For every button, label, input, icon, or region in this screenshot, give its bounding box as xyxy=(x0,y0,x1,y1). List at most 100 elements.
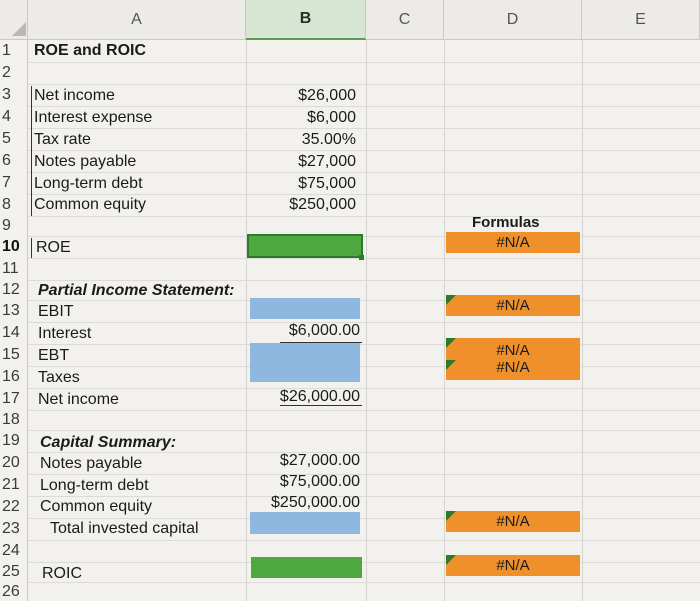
cell-a15[interactable]: EBT xyxy=(38,347,70,364)
cell-a7[interactable]: Long-term debt xyxy=(34,175,143,192)
cell-a12[interactable]: Partial Income Statement: xyxy=(38,282,235,299)
row-header-22[interactable]: 22 xyxy=(0,496,28,518)
grid-line xyxy=(28,562,700,563)
row-header-11[interactable]: 11 xyxy=(0,258,28,280)
formula-ebit-cell[interactable]: #N/A xyxy=(446,295,580,316)
error-indicator-icon[interactable] xyxy=(446,338,456,348)
cell-a14[interactable]: Interest xyxy=(38,325,92,342)
column-header-b[interactable]: B xyxy=(246,0,366,40)
row-header-25[interactable]: 25 xyxy=(0,562,28,582)
fill-handle[interactable] xyxy=(359,255,364,260)
column-header-label: C xyxy=(398,10,411,28)
formula-total-invested-value: #N/A xyxy=(496,513,530,530)
error-indicator-icon[interactable] xyxy=(446,295,456,305)
cell-b20[interactable]: $27,000.00 xyxy=(279,452,360,469)
formulas-header[interactable]: Formulas xyxy=(472,214,540,231)
grid-line xyxy=(28,128,700,129)
row-number: 1 xyxy=(2,42,11,59)
cell-b14[interactable]: $6,000.00 xyxy=(288,322,360,339)
cell-a5[interactable]: Tax rate xyxy=(34,131,91,148)
formula-roic-value: #N/A xyxy=(496,557,530,574)
cell-a23[interactable]: Total invested capital xyxy=(50,520,199,537)
formula-roe-cell[interactable]: #N/A xyxy=(446,232,580,253)
cell-a6[interactable]: Notes payable xyxy=(34,153,137,170)
row-header-6[interactable]: 6 xyxy=(0,150,28,172)
column-header-d[interactable]: D xyxy=(444,0,582,40)
cell-a22[interactable]: Common equity xyxy=(40,498,153,515)
total-invested-input-cell[interactable] xyxy=(250,512,360,534)
row-header-4[interactable]: 4 xyxy=(0,106,28,128)
roic-input-cell[interactable] xyxy=(251,557,362,578)
row-header-10[interactable]: 10 xyxy=(0,236,28,258)
cell-b21[interactable]: $75,000.00 xyxy=(279,473,360,490)
cell-b7[interactable]: $75,000 xyxy=(298,175,356,192)
cell-a25[interactable]: ROIC xyxy=(42,565,82,582)
cell-b5[interactable]: 35.00% xyxy=(301,131,356,148)
formula-roic-cell[interactable]: #N/A xyxy=(446,555,580,576)
cell-b3[interactable]: $26,000 xyxy=(298,87,356,104)
row-number: 21 xyxy=(2,476,20,493)
sum-underline xyxy=(280,405,362,406)
row-header-2[interactable]: 2 xyxy=(0,62,28,84)
column-header-a[interactable]: A xyxy=(28,0,246,40)
cell-a16[interactable]: Taxes xyxy=(38,369,80,386)
column-header-e[interactable]: E xyxy=(582,0,700,40)
row-header-19[interactable]: 19 xyxy=(0,430,28,452)
row-header-12[interactable]: 12 xyxy=(0,280,28,300)
row-header-1[interactable]: 1 xyxy=(0,40,28,62)
row-header-8[interactable]: 8 xyxy=(0,194,28,216)
error-indicator-icon[interactable] xyxy=(446,360,456,370)
ebt-taxes-input-cells[interactable] xyxy=(250,343,360,382)
formula-ebt-taxes-cell[interactable]: #N/A #N/A xyxy=(446,338,580,380)
row-number: 9 xyxy=(2,217,11,234)
row-header-3[interactable]: 3 xyxy=(0,84,28,106)
row-header-21[interactable]: 21 xyxy=(0,474,28,496)
cell-a21[interactable]: Long-term debt xyxy=(40,477,149,494)
row-header-14[interactable]: 14 xyxy=(0,322,28,344)
cell-b4[interactable]: $6,000 xyxy=(307,109,356,126)
row-header-20[interactable]: 20 xyxy=(0,452,28,474)
row-header-26[interactable]: 26 xyxy=(0,582,28,601)
cell-a13[interactable]: EBIT xyxy=(38,303,74,320)
row-header-5[interactable]: 5 xyxy=(0,128,28,150)
row-number: 6 xyxy=(2,152,11,169)
cell-a10[interactable]: ROE xyxy=(36,239,71,256)
error-indicator-icon[interactable] xyxy=(446,511,456,521)
formula-total-invested-cell[interactable]: #N/A xyxy=(446,511,580,532)
cell-a4[interactable]: Interest expense xyxy=(34,109,153,126)
grid-line xyxy=(28,106,700,107)
grid-line xyxy=(28,172,700,173)
grid-line xyxy=(28,300,700,301)
column-header-c[interactable]: C xyxy=(366,0,444,40)
row-header-24[interactable]: 24 xyxy=(0,540,28,562)
row-number: 7 xyxy=(2,174,11,191)
cell-a19[interactable]: Capital Summary: xyxy=(40,434,177,451)
formula-ebit-value: #N/A xyxy=(496,297,530,314)
ebit-input-cell[interactable] xyxy=(250,298,360,319)
row-header-23[interactable]: 23 xyxy=(0,518,28,540)
row-header-16[interactable]: 16 xyxy=(0,366,28,388)
roe-input-cell[interactable] xyxy=(249,236,361,256)
select-all-corner[interactable] xyxy=(0,0,28,40)
cell-b6[interactable]: $27,000 xyxy=(298,153,356,170)
row-header-17[interactable]: 17 xyxy=(0,388,28,410)
row-header-9[interactable]: 9 xyxy=(0,216,28,236)
row-header-7[interactable]: 7 xyxy=(0,172,28,194)
cell-b8[interactable]: $250,000 xyxy=(289,196,356,213)
row-header-15[interactable]: 15 xyxy=(0,344,28,366)
row-header-18[interactable]: 18 xyxy=(0,410,28,430)
cell-b17[interactable]: $26,000.00 xyxy=(279,388,360,405)
cell-a20[interactable]: Notes payable xyxy=(40,455,143,472)
sum-underline xyxy=(280,342,362,343)
cell-a17[interactable]: Net income xyxy=(38,391,119,408)
column-header-label: B xyxy=(299,10,312,27)
sheet-title[interactable]: ROE and ROIC xyxy=(34,42,147,59)
grid-line xyxy=(28,344,700,345)
cell-a3[interactable]: Net income xyxy=(34,87,115,104)
error-indicator-icon[interactable] xyxy=(446,555,456,565)
row-header-13[interactable]: 13 xyxy=(0,300,28,322)
grid-line xyxy=(28,280,700,281)
cell-a8[interactable]: Common equity xyxy=(34,196,147,213)
cell-b22[interactable]: $250,000.00 xyxy=(271,494,360,511)
grid-line xyxy=(28,540,700,541)
